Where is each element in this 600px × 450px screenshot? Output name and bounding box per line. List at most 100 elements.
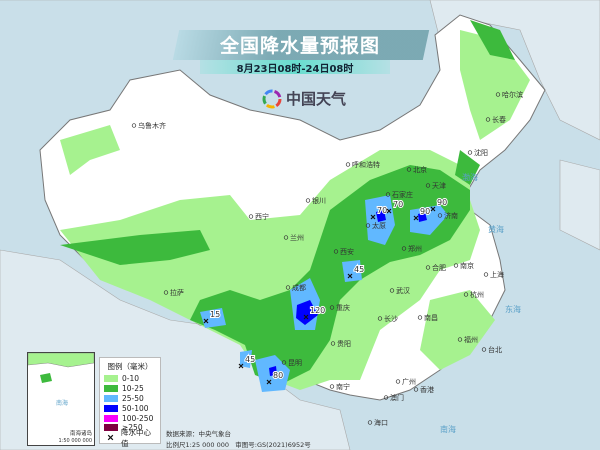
city-label: 海口 (374, 418, 388, 427)
sea-label: 渤海 (462, 172, 478, 182)
rain-center-value: 80 (273, 371, 283, 380)
rain-center-marker-icon (238, 363, 244, 369)
city-marker-icon (365, 223, 371, 228)
city-marker-icon (401, 246, 407, 251)
rain-center-value: 45 (354, 265, 364, 274)
rain-center-marker-icon (413, 215, 419, 221)
city-marker-icon (283, 235, 289, 240)
inset-scale: 1:50 000 000 (58, 438, 93, 444)
sea-label: 南海 (440, 424, 456, 434)
city-marker-icon (330, 341, 336, 346)
sea-label: 黄海 (488, 224, 504, 234)
sea-label: 东海 (505, 304, 521, 314)
legend-swatch (104, 414, 118, 422)
city-label: 武汉 (396, 286, 410, 295)
city-marker-icon (281, 360, 287, 365)
city-marker-icon (329, 384, 335, 389)
legend-row: 10-25 (104, 384, 156, 394)
city-label: 乌鲁木齐 (138, 121, 166, 130)
legend-label: 100-250 (122, 413, 154, 423)
city-label: 太原 (372, 221, 386, 230)
legend-row: 50-100 (104, 403, 156, 413)
city-marker-icon (406, 167, 412, 172)
city-label: 沈阳 (474, 148, 488, 157)
inset-map: 南海 (28, 353, 94, 407)
legend-swatch (104, 424, 118, 432)
rain-center-value: 120 (310, 306, 325, 315)
city-label: 天津 (432, 182, 446, 190)
legend-label: 0-10 (122, 374, 140, 384)
rain-center-value: 70 (377, 206, 387, 215)
legend: 图例（毫米） 0-10 10-25 25-50 50-100 100-250 ≥250 降… (99, 357, 161, 448)
rain-center-marker-icon (430, 206, 436, 212)
city-label: 台北 (488, 345, 502, 354)
forecast-period: 8月23日08时-24日08时 (236, 64, 354, 75)
city-marker-icon (383, 395, 389, 400)
rain-center-marker-icon (266, 379, 272, 385)
city-marker-icon (248, 214, 254, 219)
city-label: 香港 (420, 385, 434, 394)
city-label: 济南 (444, 211, 458, 220)
city-marker-icon (457, 337, 463, 342)
legend-row: 100-250 (104, 413, 156, 423)
south-china-sea-inset: 南海 南海诸岛 1:50 000 000 (27, 352, 95, 446)
city-marker-icon (367, 420, 373, 425)
city-marker-icon (377, 316, 383, 321)
brand-name: 中国天气 (286, 90, 347, 108)
city-marker-icon (495, 92, 501, 97)
city-label: 福州 (464, 335, 478, 344)
rain-10-25 (60, 20, 515, 385)
city-label: 呼和浩特 (352, 160, 380, 169)
swirl-logo-icon (262, 89, 282, 108)
rain-0-10 (60, 30, 530, 390)
city-label: 长春 (492, 115, 506, 124)
city-label: 贵阳 (337, 339, 351, 348)
city-label: 郑州 (408, 245, 422, 253)
rain-center-marker-icon (303, 314, 309, 320)
city-marker-icon (467, 150, 473, 155)
city-label: 澳门 (390, 393, 404, 402)
city-label: 广州 (402, 377, 416, 386)
rain-center-value: 15 (210, 310, 220, 319)
legend-label: ≥250 (122, 423, 143, 433)
city-marker-icon (163, 290, 169, 295)
map-scale: 比例尺1:25 000 000 审图号:GS(2021)6952号 (166, 439, 311, 449)
rain-center-value: 70 (393, 200, 403, 209)
legend-row-center: 降水中心值 (104, 428, 156, 448)
approval-number: 审图号:GS(2021)6952号 (235, 441, 311, 449)
city-marker-icon (285, 285, 291, 290)
city-label: 哈尔滨 (502, 90, 523, 99)
city-marker-icon (485, 117, 491, 122)
legend-label: 降水中心值 (121, 427, 152, 448)
rain-center-value: 90 (420, 207, 430, 216)
legend-swatch (104, 385, 118, 393)
page-title: 全国降水量预报图 (219, 35, 380, 57)
city-label: 长沙 (384, 314, 398, 323)
cross-marker-icon (107, 434, 114, 441)
city-label: 拉萨 (170, 288, 184, 297)
city-marker-icon (329, 305, 335, 310)
city-label: 重庆 (336, 303, 350, 312)
city-marker-icon (417, 315, 423, 320)
city-label: 南宁 (336, 382, 350, 391)
city-label: 南京 (460, 261, 474, 270)
rain-center-marker-icon (347, 273, 353, 279)
brand-logo: 中国天气 (262, 88, 346, 109)
legend-row: 0-10 (104, 374, 156, 384)
city-marker-icon (345, 162, 351, 167)
scale-text: 比例尺1:25 000 000 (166, 441, 230, 449)
legend-row: ≥250 (104, 423, 156, 433)
city-label: 杭州 (470, 290, 484, 299)
city-label: 兰州 (290, 233, 304, 242)
legend-label: 50-100 (122, 403, 149, 413)
legend-swatch (104, 375, 118, 383)
legend-row: 25-50 (104, 394, 156, 404)
city-label: 北京 (413, 165, 427, 174)
city-label: 昆明 (288, 359, 302, 367)
legend-title: 图例（毫米） (107, 362, 153, 371)
city-marker-icon (389, 288, 395, 293)
rain-center-value: 90 (437, 198, 447, 207)
city-marker-icon (305, 198, 311, 203)
data-source: 数据来源：中央气象台 (166, 430, 231, 438)
